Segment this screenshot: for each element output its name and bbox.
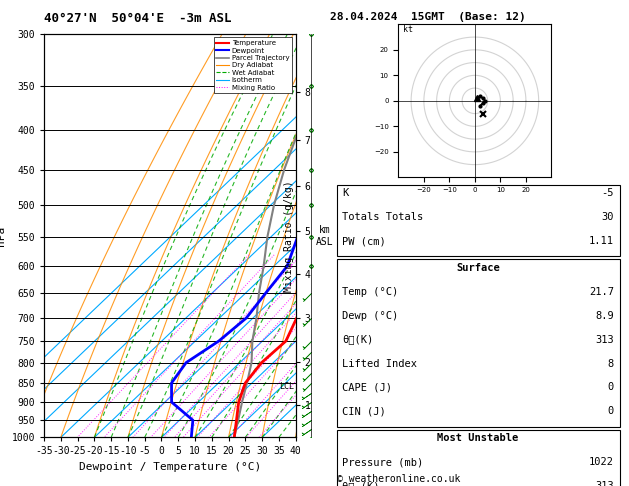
Text: PW (cm): PW (cm) [342, 236, 386, 246]
Text: 1.11: 1.11 [589, 236, 614, 246]
Text: CAPE (J): CAPE (J) [342, 382, 392, 393]
Text: θᴇ(K): θᴇ(K) [342, 335, 374, 345]
Text: Lifted Index: Lifted Index [342, 359, 417, 368]
X-axis label: Dewpoint / Temperature (°C): Dewpoint / Temperature (°C) [79, 462, 261, 472]
Text: Totals Totals: Totals Totals [342, 212, 423, 222]
Text: 30: 30 [601, 212, 614, 222]
Text: © weatheronline.co.uk: © weatheronline.co.uk [337, 473, 460, 484]
Text: 1022: 1022 [589, 457, 614, 467]
Text: Surface: Surface [456, 263, 500, 273]
Text: 21.7: 21.7 [589, 287, 614, 297]
Text: K: K [342, 188, 348, 198]
Legend: Temperature, Dewpoint, Parcel Trajectory, Dry Adiabat, Wet Adiabat, Isotherm, Mi: Temperature, Dewpoint, Parcel Trajectory… [214, 37, 292, 93]
Text: 0: 0 [608, 382, 614, 393]
Text: 313: 313 [595, 481, 614, 486]
Text: kt: kt [403, 25, 413, 34]
Text: Pressure (mb): Pressure (mb) [342, 457, 423, 467]
Bar [337, 185, 620, 257]
Text: 40°27'N  50°04'E  -3m ASL: 40°27'N 50°04'E -3m ASL [44, 12, 231, 25]
Text: 8: 8 [608, 359, 614, 368]
Text: CIN (J): CIN (J) [342, 406, 386, 417]
Text: 313: 313 [595, 335, 614, 345]
Text: Dewp (°C): Dewp (°C) [342, 311, 398, 321]
Y-axis label: km
ASL: km ASL [316, 225, 333, 246]
Text: LCL: LCL [279, 382, 294, 391]
Text: Temp (°C): Temp (°C) [342, 287, 398, 297]
Bar [337, 430, 620, 486]
Text: 1: 1 [262, 264, 265, 269]
Text: -5: -5 [601, 188, 614, 198]
Text: 28.04.2024  15GMT  (Base: 12): 28.04.2024 15GMT (Base: 12) [330, 12, 526, 22]
Text: 8.9: 8.9 [595, 311, 614, 321]
Y-axis label: hPa: hPa [0, 226, 6, 246]
Text: Mixing Ratio (g/kg): Mixing Ratio (g/kg) [284, 180, 294, 292]
Text: Most Unstable: Most Unstable [437, 433, 519, 443]
Text: 0: 0 [608, 406, 614, 417]
Text: 2: 2 [289, 264, 292, 269]
Bar [337, 260, 620, 427]
Text: θᴇ (K): θᴇ (K) [342, 481, 380, 486]
